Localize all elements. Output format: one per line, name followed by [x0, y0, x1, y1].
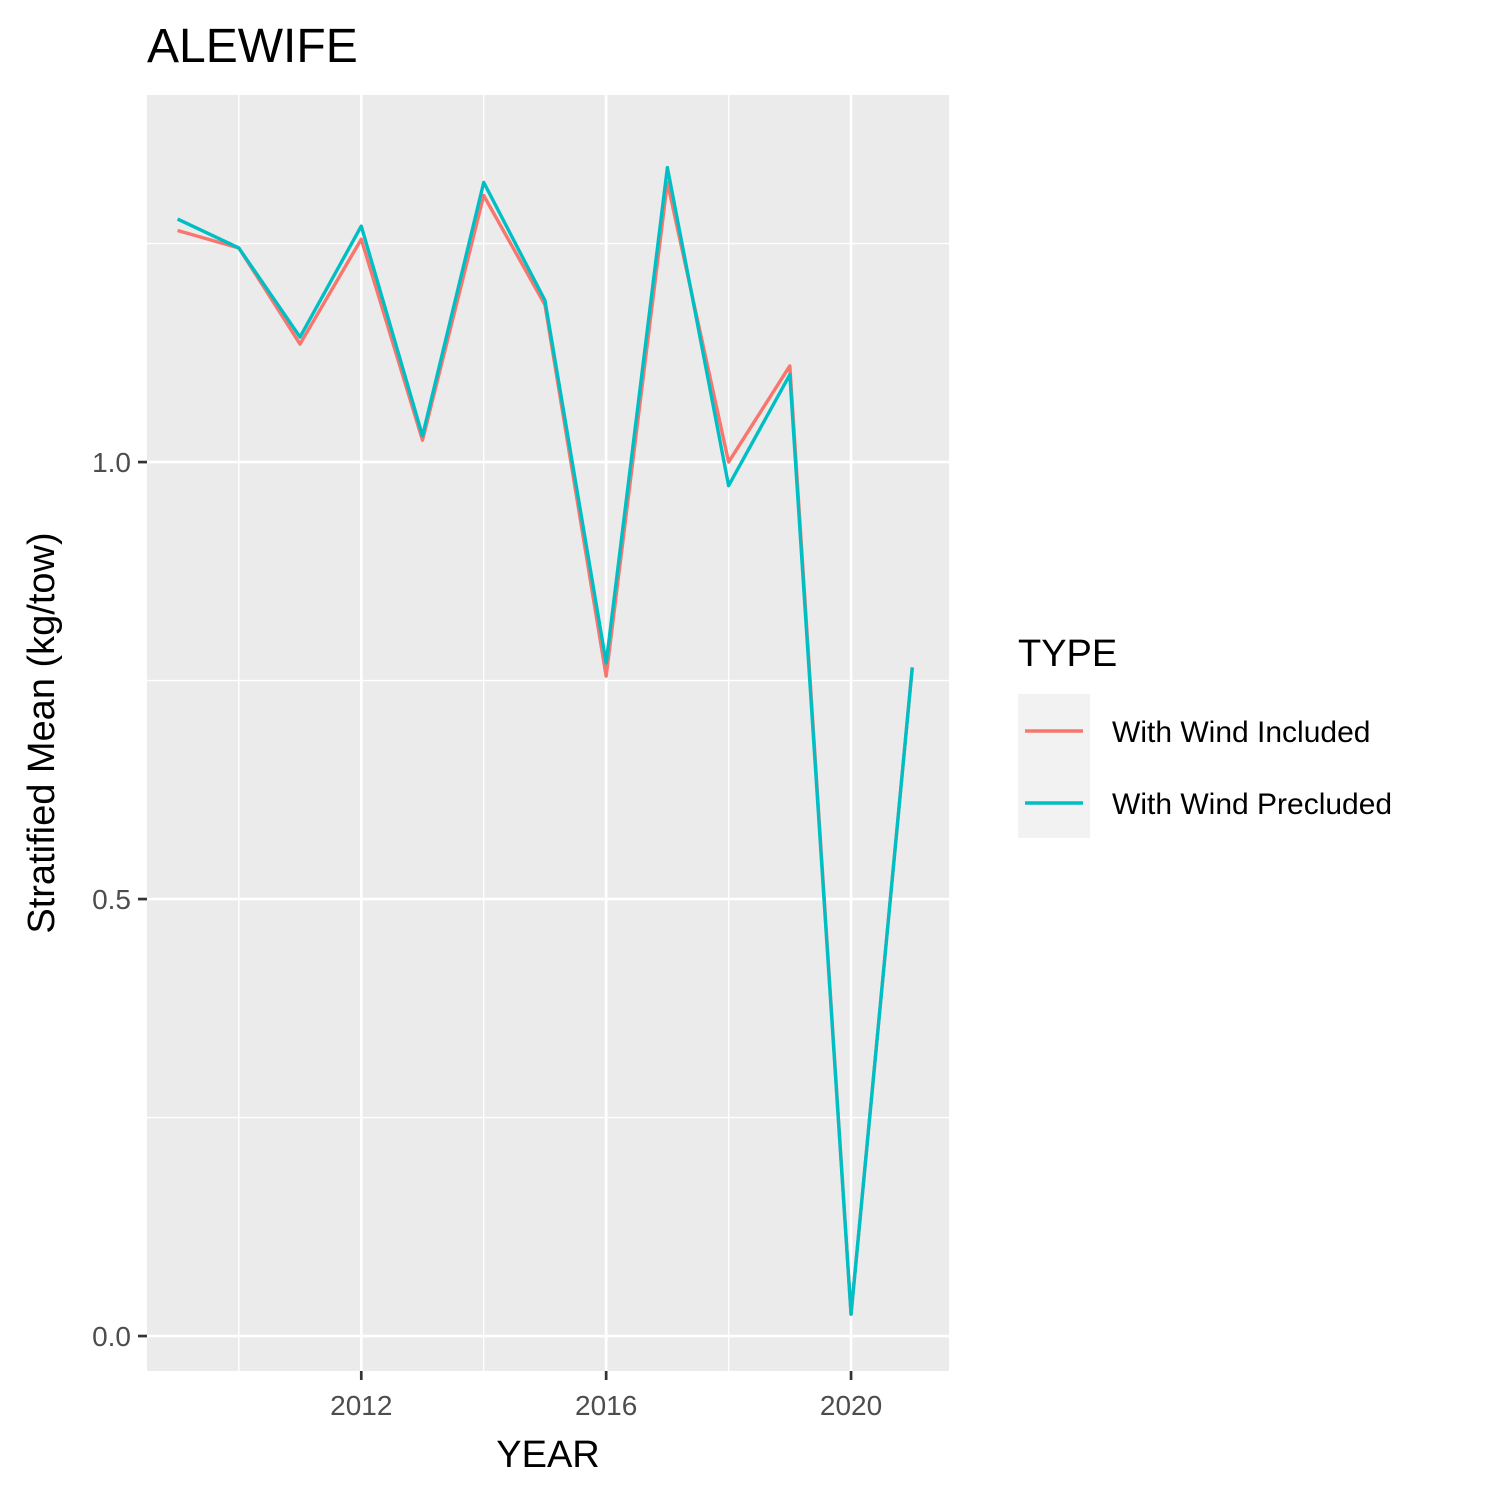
legend: TYPE With Wind Included With Wind Preclud… — [1018, 633, 1392, 838]
legend-title: TYPE — [1018, 633, 1117, 675]
major-gridlines — [147, 95, 949, 1371]
series-line-with-wind-precluded — [176, 165, 914, 1316]
y-tick-label: 1.0 — [92, 447, 131, 478]
x-tick-label: 2016 — [575, 1390, 637, 1421]
y-tick-label: 0.0 — [92, 1321, 131, 1352]
y-tick-label: 0.5 — [92, 884, 131, 915]
legend-items: With Wind Included With Wind Precluded — [1025, 716, 1392, 821]
legend-label-with-wind-included: With Wind Included — [1112, 716, 1370, 749]
x-tick-label: 2020 — [820, 1390, 882, 1421]
plot-panel — [147, 95, 949, 1371]
series-lines — [176, 165, 914, 1316]
x-tick-label: 2012 — [330, 1390, 392, 1421]
y-axis-ticks: 0.0 0.5 1.0 — [92, 447, 147, 1352]
legend-keys-background — [1018, 694, 1090, 838]
minor-gridlines — [147, 95, 949, 1371]
x-axis-ticks: 2012 2016 2020 — [330, 1371, 882, 1421]
y-axis-title: Stratified Mean (kg/tow) — [21, 532, 63, 933]
chart-title: ALEWIFE — [147, 20, 358, 73]
legend-label-with-wind-precluded: With Wind Precluded — [1112, 788, 1392, 821]
x-axis-title: YEAR — [496, 1434, 599, 1476]
